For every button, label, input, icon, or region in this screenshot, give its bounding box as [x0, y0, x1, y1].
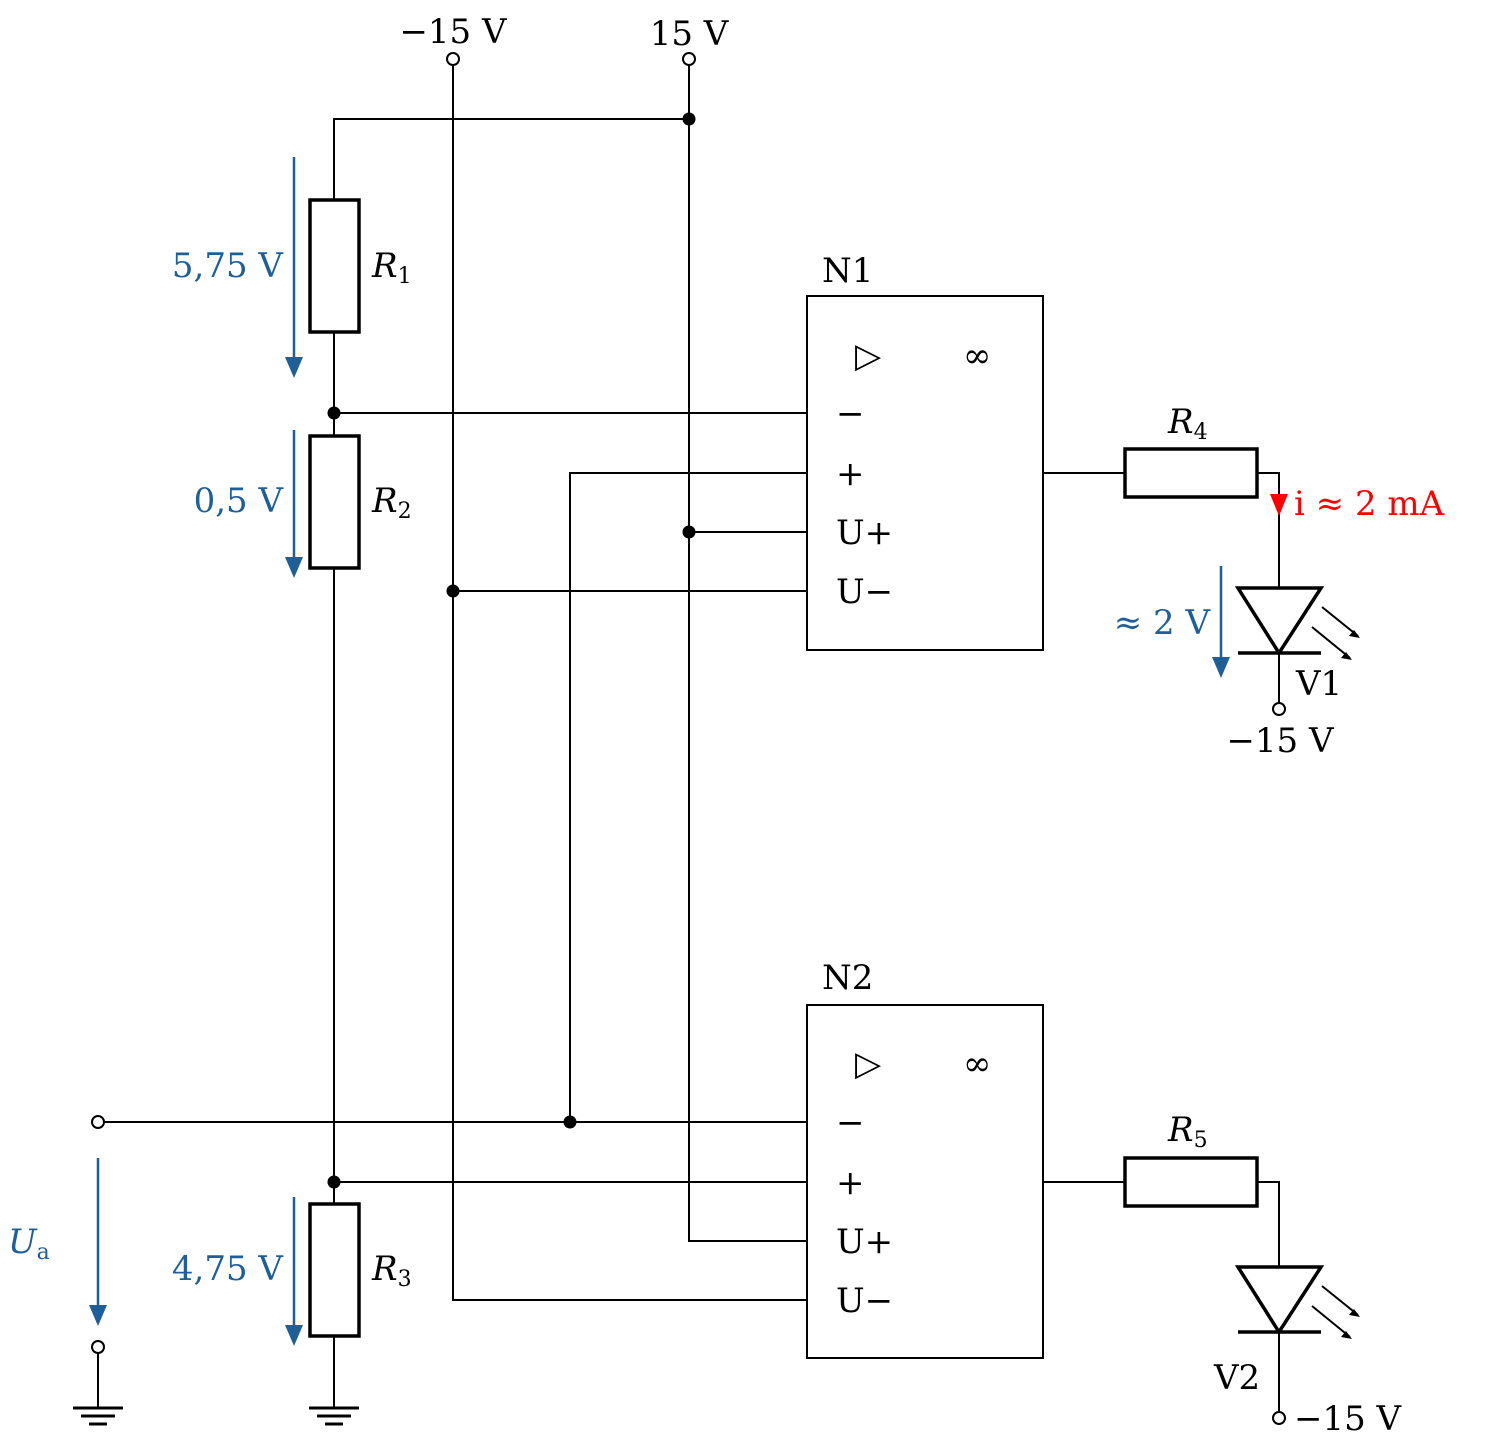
n2-amp-symbol: ▷ [855, 1044, 882, 1084]
ground-symbols [73, 1406, 359, 1426]
resistor-r3 [308, 1202, 361, 1338]
led-v1 [1234, 586, 1360, 660]
n1-infinity-symbol: ∞ [963, 336, 991, 376]
v2-label: V2 [1213, 1358, 1260, 1398]
r1-label: R1 [371, 246, 412, 289]
r1-voltage: 5,75 V [172, 246, 285, 286]
terminals [91, 52, 1286, 1425]
n1-pin-vplus: U+ [836, 513, 893, 553]
junction-dots [327, 112, 696, 1189]
resistor-r2 [308, 434, 361, 570]
r2-voltage: 0,5 V [194, 481, 285, 521]
n2-label: N2 [822, 958, 873, 998]
current-arrow [1270, 494, 1288, 516]
v1-supply-label: −15 V [1226, 721, 1335, 761]
r3-label: R3 [371, 1249, 412, 1292]
n1-pin-plus: + [836, 454, 865, 494]
opamp-n2 [806, 1004, 1044, 1359]
n2-infinity-symbol: ∞ [963, 1044, 991, 1084]
supply-neg-label: −15 V [399, 12, 508, 52]
supply-pos-label: 15 V [650, 14, 730, 54]
current-label: i ≈ 2 mA [1294, 484, 1445, 524]
n2-pin-vminus: U− [836, 1281, 893, 1321]
n1-pin-minus: − [836, 394, 865, 434]
ua-label: Ua [8, 1222, 50, 1265]
r4-label: R4 [1167, 402, 1208, 445]
r5-label: R5 [1167, 1110, 1208, 1153]
r2-label: R2 [371, 481, 412, 524]
r3-voltage: 4,75 V [172, 1249, 285, 1289]
n1-amp-symbol: ▷ [855, 336, 882, 376]
opamp-n1 [806, 295, 1044, 651]
n2-pin-plus: + [836, 1163, 865, 1203]
n2-pin-vplus: U+ [836, 1222, 893, 1262]
wires [97, 65, 1280, 1412]
led-v2 [1234, 1265, 1360, 1339]
v2-supply-label: −15 V [1294, 1399, 1403, 1439]
n1-pin-vminus: U− [836, 572, 893, 612]
resistor-r1 [308, 198, 361, 334]
n2-pin-minus: − [836, 1103, 865, 1143]
resistor-r5 [1123, 1156, 1259, 1208]
voltage-arrows [89, 157, 1230, 1346]
led-voltage: ≈ 2 V [1114, 603, 1212, 643]
resistor-r4 [1123, 447, 1259, 499]
v1-label: V1 [1295, 664, 1342, 704]
n1-label: N1 [822, 251, 873, 291]
